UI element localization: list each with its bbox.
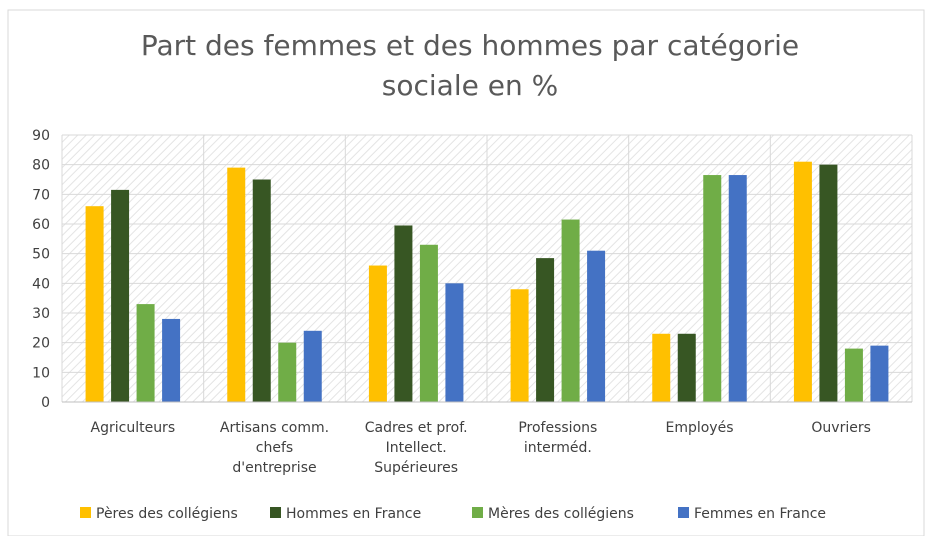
x-tick-label: Employés xyxy=(665,420,733,436)
bar xyxy=(652,333,671,402)
bar xyxy=(844,348,863,402)
bar xyxy=(536,258,555,402)
y-tick-label: 40 xyxy=(32,276,50,292)
legend-label: Hommes en France xyxy=(286,506,421,522)
y-tick-label: 0 xyxy=(41,395,50,411)
legend-label: Mères des collégiens xyxy=(488,506,634,522)
legend-swatch xyxy=(678,507,689,518)
y-tick-label: 70 xyxy=(32,187,50,203)
y-tick-label: 90 xyxy=(32,128,50,144)
bar xyxy=(394,225,413,402)
x-tick-label: Professions interméd. xyxy=(518,420,597,456)
bar xyxy=(419,244,438,402)
bar xyxy=(252,179,271,402)
bar xyxy=(368,265,387,402)
x-tick-label: Artisans comm. chefs d'entreprise xyxy=(220,420,329,476)
y-tick-label: 10 xyxy=(32,365,50,381)
chart-title: Part des femmes et des hommes par catégo… xyxy=(141,29,799,102)
bar xyxy=(510,289,529,402)
x-tick-label: Cadres et prof. Intellect. Supérieures xyxy=(365,420,468,476)
bar xyxy=(677,333,696,402)
y-tick-label: 60 xyxy=(32,217,50,233)
y-tick-label: 30 xyxy=(32,306,50,322)
legend-label: Femmes en France xyxy=(694,506,826,522)
legend-swatch xyxy=(270,507,281,518)
bar xyxy=(85,206,104,402)
bar xyxy=(561,219,580,402)
y-tick-label: 20 xyxy=(32,336,50,352)
legend-label: Pères des collégiens xyxy=(96,506,238,522)
bar xyxy=(303,330,322,402)
bar xyxy=(162,318,181,402)
x-tick-label: Agriculteurs xyxy=(91,420,176,436)
bar xyxy=(703,175,722,402)
legend-swatch xyxy=(472,507,483,518)
bar xyxy=(111,189,130,402)
x-tick-label: Ouvriers xyxy=(811,420,871,436)
bar xyxy=(793,161,812,402)
bar xyxy=(870,345,889,402)
bar xyxy=(728,175,747,402)
bar xyxy=(227,167,246,402)
bar xyxy=(587,250,606,402)
bar xyxy=(136,304,155,402)
legend-swatch xyxy=(80,507,91,518)
y-tick-label: 80 xyxy=(32,158,50,174)
bar xyxy=(278,342,297,402)
bar xyxy=(445,283,464,402)
y-tick-label: 50 xyxy=(32,247,50,263)
bar xyxy=(819,164,838,402)
